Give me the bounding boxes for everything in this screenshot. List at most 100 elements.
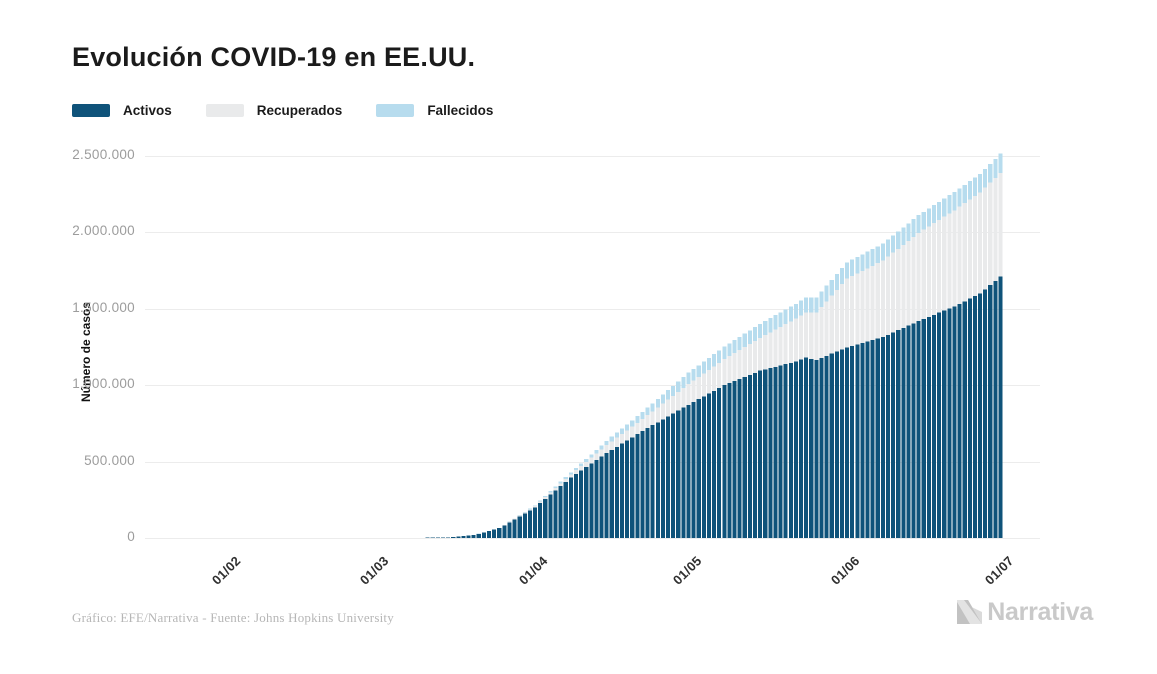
bar-segment: [814, 297, 819, 313]
bar-segment: [983, 168, 988, 188]
bar-segment: [635, 416, 640, 423]
bar-segment: [793, 318, 798, 362]
bar-segment: [957, 188, 962, 207]
stacked-bars-canvas: [405, 153, 1003, 538]
bar-segment: [712, 366, 717, 391]
bar-segment: [891, 332, 896, 538]
bar-segment: [645, 407, 650, 416]
bar-segment: [558, 483, 563, 487]
gridline: [145, 385, 1040, 387]
bar-segment: [926, 316, 931, 538]
bar-segment: [655, 398, 660, 408]
bar-segment: [829, 295, 834, 354]
bar-segment: [952, 306, 957, 538]
chart-legend: Activos Recuperados Fallecidos: [72, 103, 527, 118]
bar-segment: [696, 365, 701, 378]
bar-segment: [619, 433, 625, 444]
bar-segment: [798, 300, 804, 316]
bar-segment: [660, 394, 665, 404]
bar-segment: [517, 515, 522, 517]
bar-segment: [609, 449, 614, 538]
bar-segment: [681, 377, 686, 389]
bar-segment: [609, 436, 614, 442]
bar-segment: [737, 350, 742, 379]
bar-segment: [517, 515, 522, 516]
bar-segment: [660, 403, 665, 420]
bar-segment: [665, 390, 671, 400]
bar-segment: [676, 381, 681, 392]
bar-segment: [732, 353, 737, 382]
bar-segment: [686, 404, 691, 538]
bar-segment: [548, 492, 553, 495]
activos-swatch-icon: [72, 104, 110, 117]
bar-segment: [911, 219, 916, 237]
bar-segment: [747, 330, 752, 344]
narrativa-n-icon: [957, 600, 983, 624]
bar-segment: [645, 415, 650, 429]
bar-segment: [906, 325, 911, 538]
bar-segment: [696, 377, 701, 400]
bar-segment: [937, 201, 942, 220]
bar-segment: [573, 470, 579, 475]
bar-segment: [543, 495, 548, 498]
gridline: [145, 308, 1040, 310]
bar-segment: [972, 196, 977, 297]
x-tick-label: 01/06: [827, 553, 863, 588]
bar-segment: [701, 361, 706, 374]
bar-segment: [579, 465, 584, 471]
bar-segment: [456, 536, 461, 538]
bar-segment: [855, 273, 860, 345]
bar-segment: [804, 297, 809, 313]
bar-segment: [865, 251, 870, 269]
bar-segment: [553, 490, 558, 538]
bar-segment: [717, 387, 722, 538]
bar-segment: [614, 432, 619, 438]
bar-segment: [947, 213, 952, 309]
bar-segment: [921, 229, 926, 319]
bar-segment: [957, 303, 962, 538]
bar-segment: [788, 321, 793, 363]
bar-segment: [742, 376, 747, 538]
legend-label-activos: Activos: [123, 103, 172, 118]
bar-segment: [834, 274, 839, 290]
bar-segment: [655, 407, 660, 423]
bar-segment: [804, 312, 809, 358]
bar-segment: [768, 318, 773, 333]
bar-segment: [533, 507, 538, 538]
bar-segment: [798, 359, 804, 538]
y-tick-label: 1.000.000: [72, 376, 135, 392]
bar-segment: [758, 370, 763, 538]
bar-segment: [573, 467, 579, 471]
bar-segment: [563, 478, 568, 482]
bar-segment: [625, 430, 630, 441]
bar-segment: [916, 321, 921, 538]
bar-segment: [589, 463, 594, 538]
bar-segment: [614, 437, 619, 447]
bar-segment: [752, 372, 758, 538]
legend-item-recuperados: Recuperados: [205, 103, 342, 118]
legend-item-fallecidos: Fallecidos: [376, 103, 493, 118]
bar-segment: [706, 357, 712, 370]
bar-segment: [931, 223, 937, 315]
x-tick-label: 01/03: [357, 553, 393, 588]
bar-segment: [931, 314, 937, 538]
bar-segment: [809, 312, 814, 359]
gridline: [145, 538, 1040, 539]
bar-segment: [533, 505, 538, 507]
bar-segment: [681, 407, 686, 538]
bar-segment: [952, 210, 957, 307]
bar-segment: [553, 487, 558, 491]
bar-segment: [752, 327, 758, 341]
bar-segment: [793, 361, 798, 538]
gridline: [145, 232, 1040, 234]
bar-segment: [967, 181, 972, 200]
bar-segment: [599, 456, 604, 538]
bar-segment: [645, 428, 650, 538]
bar-segment: [706, 369, 712, 394]
bar-segment: [901, 244, 906, 328]
bar-segment: [773, 315, 778, 330]
bar-segment: [834, 351, 839, 538]
bar-segment: [804, 357, 809, 538]
bar-segment: [630, 426, 635, 438]
bar-segment: [911, 236, 916, 324]
